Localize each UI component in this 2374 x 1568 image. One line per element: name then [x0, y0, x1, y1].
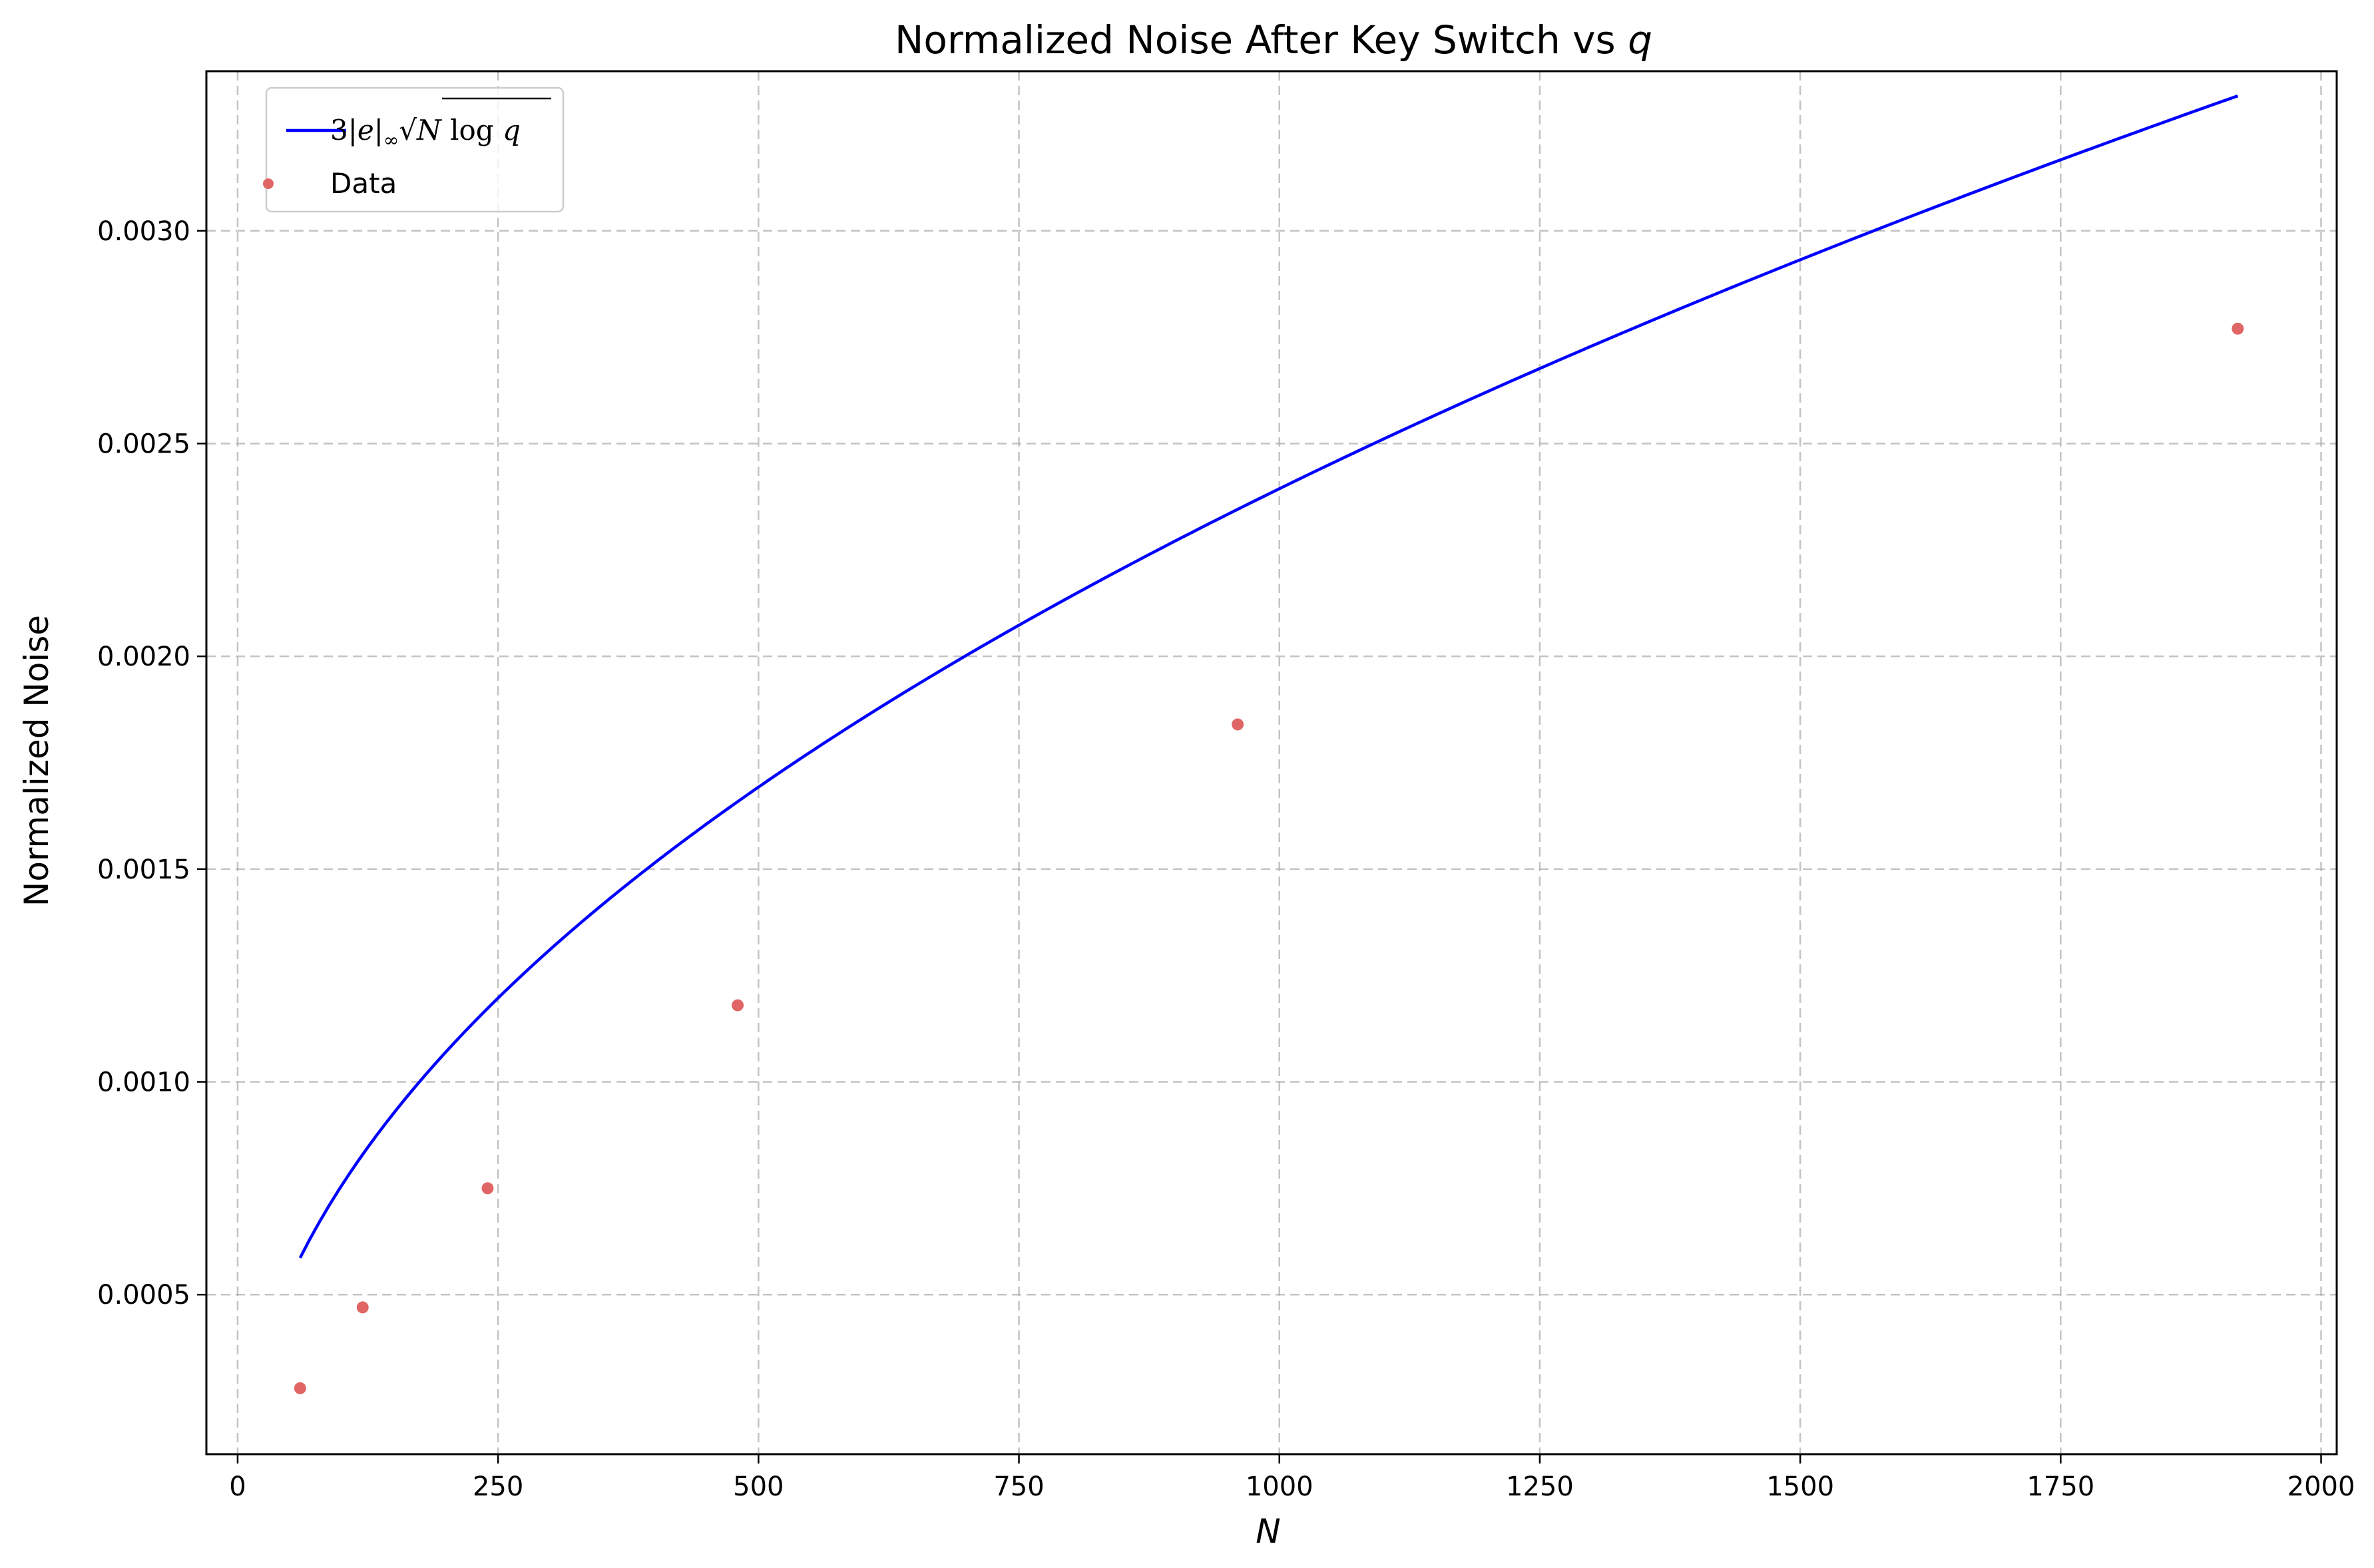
- legend-box: [265, 87, 565, 213]
- data-point: [294, 1382, 306, 1394]
- x-tick-label: 2000: [2287, 1471, 2355, 1502]
- legend-fit-label: 3|: [330, 114, 357, 146]
- y-tick-label: 0.0020: [97, 642, 190, 672]
- x-tick-label: 500: [733, 1471, 784, 1502]
- plot-frame: [205, 70, 2338, 1456]
- data-point: [2232, 322, 2244, 335]
- data-point: [732, 999, 744, 1012]
- chart-title-main: Normalized Noise After Key Switch vs: [895, 17, 1628, 63]
- data-point: [1232, 718, 1244, 731]
- chart-title: Normalized Noise After Key Switch vs q: [895, 17, 1652, 63]
- y-axis-ticks: 0.0005 0.0010 0.0015 0.0020 0.0025 0.0030: [97, 216, 206, 1310]
- x-tick-label: 750: [993, 1471, 1044, 1502]
- x-tick-label: 1500: [1766, 1471, 1834, 1502]
- legend-dot-swatch: [263, 178, 274, 189]
- x-tick-label: 250: [473, 1471, 523, 1502]
- y-tick-label: 0.0030: [97, 216, 190, 247]
- y-tick-label: 0.0025: [97, 429, 190, 459]
- legend-entry-data: Data: [330, 167, 397, 200]
- x-tick-label: 0: [229, 1471, 246, 1502]
- grid: [206, 71, 2337, 1454]
- data-points: [294, 322, 2244, 1394]
- fit-curve-line: [298, 94, 2239, 1259]
- x-axis-ticks: 0 250 500 750 1000 1250 1500 1750 2000: [229, 1454, 2355, 1502]
- x-tick-label: 1750: [2026, 1471, 2094, 1502]
- x-axis-label: N: [1256, 1512, 1280, 1551]
- data-point: [356, 1301, 369, 1314]
- plot-series: [294, 94, 2244, 1394]
- x-tick-label: 1000: [1246, 1471, 1313, 1502]
- legend: 3|e|∞√N log q Data: [263, 87, 565, 213]
- y-axis-label: Normalized Noise: [17, 615, 56, 906]
- y-tick-label: 0.0010: [97, 1068, 190, 1098]
- chart-title-variable: q: [1628, 17, 1652, 63]
- data-point: [481, 1182, 494, 1195]
- legend-entry-fit: 3|e|∞√N log q: [330, 114, 521, 151]
- x-tick-label: 1250: [1506, 1471, 1574, 1502]
- y-tick-label: 0.0015: [97, 855, 190, 885]
- y-tick-label: 0.0005: [97, 1280, 190, 1310]
